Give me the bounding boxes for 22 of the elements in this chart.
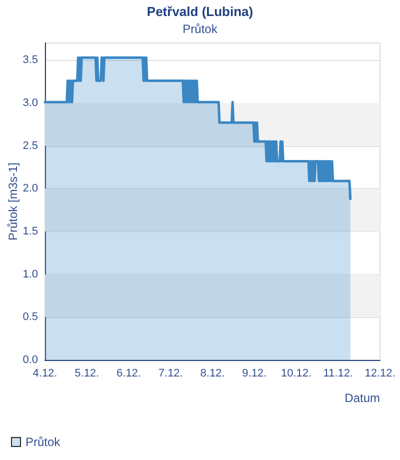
x-tick-label: 8.12.	[200, 368, 225, 380]
x-tick-label: 9.12.	[242, 368, 267, 380]
legend-label: Průtok	[26, 435, 62, 449]
y-tick-label: 3.5	[22, 54, 38, 66]
x-tick-label: 6.12.	[116, 368, 141, 380]
x-tick-label: 4.12.	[32, 368, 58, 380]
x-tick-label: 5.12.	[74, 368, 100, 380]
y-tick-label: 2.0	[22, 182, 38, 195]
x-tick-label: 10.12.	[280, 368, 312, 380]
y-tick-label: 0.0	[22, 354, 38, 366]
y-tick-label: 3.0	[22, 96, 38, 109]
y-tick-label: 0.5	[22, 311, 38, 324]
y-tick-label: 1.5	[22, 225, 38, 238]
y-tick-label: 2.5	[22, 140, 38, 152]
x-tick-label: 7.12.	[158, 368, 183, 380]
x-tick-label: 12.12.	[364, 368, 396, 380]
y-tick-label: 1.0	[22, 268, 38, 280]
x-tick-label: 11.12.	[323, 368, 354, 380]
y-axis-title: Průtok [m3s-1]	[6, 162, 20, 241]
chart-subtitle: Průtok	[182, 22, 218, 36]
x-axis-title: Datum	[344, 391, 380, 405]
chart-title: Petřvald (Lubina)	[146, 4, 254, 19]
